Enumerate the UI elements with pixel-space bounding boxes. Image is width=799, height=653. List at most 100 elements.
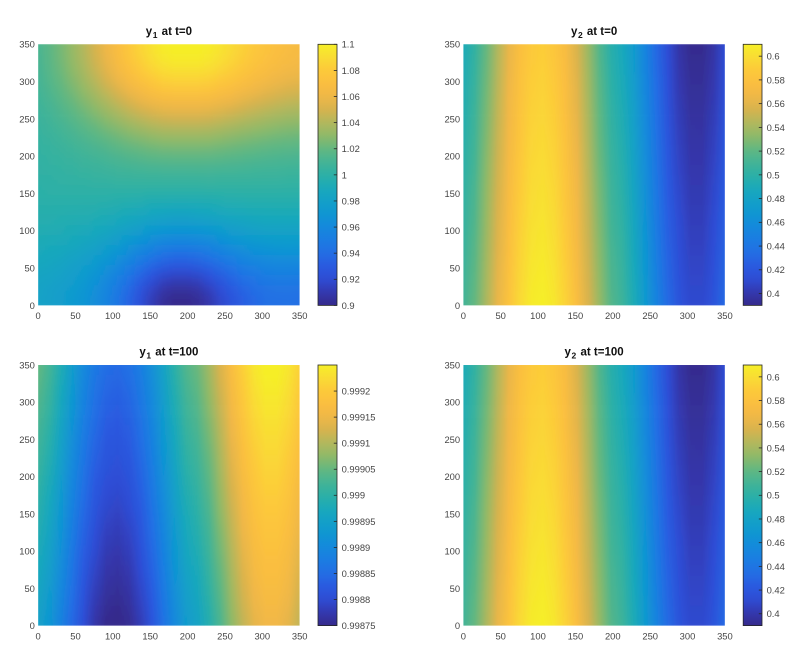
svg-text:0: 0 xyxy=(461,630,466,641)
svg-text:0.9: 0.9 xyxy=(342,300,355,311)
svg-text:100: 100 xyxy=(530,630,546,641)
svg-text:100: 100 xyxy=(444,546,460,557)
svg-text:0.58: 0.58 xyxy=(767,395,785,406)
svg-text:350: 350 xyxy=(717,310,733,321)
svg-text:0.99885: 0.99885 xyxy=(342,568,376,579)
svg-text:y1 at t=100: y1 at t=100 xyxy=(139,347,198,361)
svg-text:150: 150 xyxy=(142,310,158,321)
svg-text:0: 0 xyxy=(455,300,460,311)
svg-text:0.54: 0.54 xyxy=(767,122,785,133)
svg-text:350: 350 xyxy=(292,310,308,321)
svg-text:0.44: 0.44 xyxy=(767,561,785,572)
svg-text:350: 350 xyxy=(717,630,733,641)
svg-text:0.56: 0.56 xyxy=(767,98,785,109)
svg-text:50: 50 xyxy=(495,630,505,641)
svg-text:0.4: 0.4 xyxy=(767,608,780,619)
svg-text:1.08: 1.08 xyxy=(342,65,360,76)
svg-text:200: 200 xyxy=(180,310,196,321)
svg-text:150: 150 xyxy=(19,188,35,199)
svg-text:50: 50 xyxy=(70,310,80,321)
svg-text:50: 50 xyxy=(495,310,505,321)
svg-text:0.48: 0.48 xyxy=(767,513,785,524)
svg-text:0: 0 xyxy=(455,620,460,631)
svg-text:1.1: 1.1 xyxy=(342,39,355,50)
svg-text:150: 150 xyxy=(568,630,584,641)
svg-text:y1 at t=0: y1 at t=0 xyxy=(146,26,192,40)
svg-text:100: 100 xyxy=(19,546,35,557)
svg-text:0.9991: 0.9991 xyxy=(342,438,371,449)
svg-text:0.96: 0.96 xyxy=(342,221,360,232)
svg-text:300: 300 xyxy=(19,76,35,87)
svg-text:0.42: 0.42 xyxy=(767,584,785,595)
svg-text:150: 150 xyxy=(444,508,460,519)
svg-text:1.06: 1.06 xyxy=(342,91,360,102)
svg-text:0.46: 0.46 xyxy=(767,537,785,548)
svg-text:250: 250 xyxy=(444,434,460,445)
svg-text:250: 250 xyxy=(19,113,35,124)
svg-text:100: 100 xyxy=(444,225,460,236)
svg-text:300: 300 xyxy=(680,310,696,321)
svg-text:0.92: 0.92 xyxy=(342,274,360,285)
svg-text:100: 100 xyxy=(530,310,546,321)
svg-text:250: 250 xyxy=(444,113,460,124)
svg-text:350: 350 xyxy=(19,359,35,370)
svg-text:50: 50 xyxy=(24,263,34,274)
svg-text:250: 250 xyxy=(642,630,658,641)
svg-text:200: 200 xyxy=(19,471,35,482)
svg-text:0.52: 0.52 xyxy=(767,146,785,157)
svg-text:50: 50 xyxy=(24,583,34,594)
svg-text:0.99905: 0.99905 xyxy=(342,464,376,475)
svg-text:150: 150 xyxy=(19,508,35,519)
svg-text:0.94: 0.94 xyxy=(342,248,360,259)
svg-text:300: 300 xyxy=(19,397,35,408)
svg-text:0.44: 0.44 xyxy=(767,240,785,251)
svg-text:50: 50 xyxy=(450,263,460,274)
svg-text:200: 200 xyxy=(180,630,196,641)
svg-text:350: 350 xyxy=(444,39,460,50)
svg-text:150: 150 xyxy=(444,188,460,199)
svg-text:0.42: 0.42 xyxy=(767,264,785,275)
svg-text:0.58: 0.58 xyxy=(767,74,785,85)
svg-text:300: 300 xyxy=(254,630,270,641)
svg-text:0: 0 xyxy=(35,310,40,321)
svg-text:0.9989: 0.9989 xyxy=(342,542,371,553)
svg-text:y2 at t=0: y2 at t=0 xyxy=(571,26,617,40)
svg-text:200: 200 xyxy=(605,630,621,641)
svg-text:1.04: 1.04 xyxy=(342,117,360,128)
svg-text:0.999: 0.999 xyxy=(342,490,365,501)
svg-text:150: 150 xyxy=(142,630,158,641)
svg-text:300: 300 xyxy=(680,630,696,641)
svg-text:350: 350 xyxy=(19,39,35,50)
svg-text:1: 1 xyxy=(342,169,347,180)
svg-text:100: 100 xyxy=(105,630,121,641)
svg-text:0: 0 xyxy=(30,300,35,311)
svg-text:0.99895: 0.99895 xyxy=(342,516,376,527)
svg-text:0.54: 0.54 xyxy=(767,442,785,453)
svg-text:0.99875: 0.99875 xyxy=(342,620,376,631)
svg-text:0.5: 0.5 xyxy=(767,490,780,501)
svg-text:0.56: 0.56 xyxy=(767,419,785,430)
svg-text:300: 300 xyxy=(444,397,460,408)
svg-text:250: 250 xyxy=(217,310,233,321)
svg-text:200: 200 xyxy=(19,151,35,162)
svg-text:250: 250 xyxy=(19,434,35,445)
svg-text:0: 0 xyxy=(30,620,35,631)
svg-text:50: 50 xyxy=(70,630,80,641)
svg-text:0.4: 0.4 xyxy=(767,288,780,299)
svg-text:0.52: 0.52 xyxy=(767,466,785,477)
svg-text:y2 at t=100: y2 at t=100 xyxy=(565,347,624,361)
svg-text:250: 250 xyxy=(217,630,233,641)
svg-text:0.5: 0.5 xyxy=(767,169,780,180)
svg-text:0.9992: 0.9992 xyxy=(342,385,371,396)
svg-text:0.99915: 0.99915 xyxy=(342,412,376,423)
svg-text:0.9988: 0.9988 xyxy=(342,594,371,605)
svg-text:200: 200 xyxy=(605,310,621,321)
svg-text:0.6: 0.6 xyxy=(767,51,780,62)
svg-text:0: 0 xyxy=(35,630,40,641)
svg-text:250: 250 xyxy=(642,310,658,321)
svg-text:350: 350 xyxy=(292,630,308,641)
svg-text:200: 200 xyxy=(444,151,460,162)
svg-text:1.02: 1.02 xyxy=(342,143,360,154)
svg-text:0.46: 0.46 xyxy=(767,217,785,228)
svg-text:50: 50 xyxy=(450,583,460,594)
